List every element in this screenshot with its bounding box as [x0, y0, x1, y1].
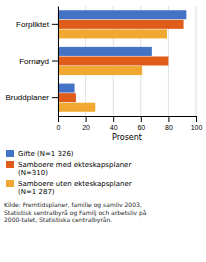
grid-line: [196, 6, 197, 116]
y-tick-mark: [52, 61, 58, 62]
legend-label-line: Gifte (N=1 326): [18, 150, 74, 158]
series: [58, 20, 184, 102]
legend-label-line: Samboere med ekteskapsplaner: [18, 161, 131, 169]
x-tick: 40: [110, 116, 118, 131]
y-tick-label: Forpliktet: [16, 20, 50, 29]
x-tick: 0: [57, 116, 61, 131]
x-tick-mark: [86, 116, 87, 122]
legend-item: Gifte (N=1 326): [6, 150, 74, 158]
series: [58, 10, 186, 92]
legend-label: Gifte (N=1 326): [18, 150, 74, 158]
x-tick-mark: [141, 116, 142, 122]
legend-label-line: (N=310): [18, 169, 48, 177]
bar: [58, 103, 95, 112]
legend-item: Samboere med ekteskapsplaner(N=310): [6, 161, 131, 177]
x-axis-title: Prosent: [112, 133, 142, 142]
plot: 0 20 40 60 80 100 Forpliktet Fornøyd Bruddplaner: [5, 6, 202, 131]
legend-label-line: (N=1 287): [18, 188, 55, 196]
x-tick-label: 0: [57, 124, 61, 131]
x-tick: 80: [165, 116, 173, 131]
bar: [58, 29, 167, 38]
grid: [58, 6, 196, 116]
legend-swatch: [6, 180, 14, 187]
legend-label: Samboere uten ekteskapsplaner(N=1 287): [18, 180, 132, 196]
x-tick-mark: [113, 116, 114, 122]
footnote: Kilde: Fremtidsplaner, familie og samliv…: [4, 201, 147, 224]
y-tick-label: Fornøyd: [19, 57, 49, 66]
x-tick: 20: [82, 116, 90, 131]
bar: [58, 56, 168, 65]
legend: Gifte (N=1 326) Samboere med ekteskapspla…: [6, 150, 132, 196]
x-tick: 100: [191, 116, 203, 131]
x-tick-mark: [58, 116, 59, 122]
x-axis-line: [59, 116, 197, 117]
bars: [58, 10, 186, 112]
x-tick-label: 40: [110, 124, 118, 131]
x-tick-label: 60: [137, 124, 145, 131]
legend-swatch: [6, 150, 14, 157]
bar: [58, 66, 142, 75]
chart: 0 20 40 60 80 100 Forpliktet Fornøyd Bruddplaner…: [0, 0, 206, 262]
bar: [58, 10, 186, 19]
y-axis-line: [58, 7, 59, 117]
bar: [58, 93, 76, 102]
legend-label: Samboere med ekteskapsplaner(N=310): [18, 161, 131, 177]
y-axis: Forpliktet Fornøyd Bruddplaner: [5, 7, 58, 117]
x-tick-mark: [168, 116, 169, 122]
y-tick-mark: [52, 24, 58, 25]
x-tick: 60: [137, 116, 145, 131]
y-tick-mark: [52, 97, 58, 98]
y-tick-label: Bruddplaner: [5, 93, 49, 102]
legend-label-line: Samboere uten ekteskapsplaner: [18, 180, 132, 188]
bar: [58, 84, 75, 93]
y-tick: Forpliktet: [16, 20, 58, 29]
x-axis: 0 20 40 60 80 100: [57, 116, 203, 131]
footnote-line: 2000-talet, Statistiska centralbyrån.: [4, 216, 112, 224]
bar: [58, 20, 184, 29]
x-tick-mark: [196, 116, 197, 122]
x-tick-label: 100: [191, 124, 203, 131]
legend-swatch: [6, 161, 14, 168]
series: [58, 29, 167, 111]
x-tick-label: 20: [82, 124, 90, 131]
legend-item: Samboere uten ekteskapsplaner(N=1 287): [6, 180, 132, 196]
y-tick: Bruddplaner: [5, 93, 58, 102]
y-tick: Fornøyd: [19, 57, 58, 66]
x-tick-label: 80: [165, 124, 173, 131]
bar: [58, 47, 152, 56]
